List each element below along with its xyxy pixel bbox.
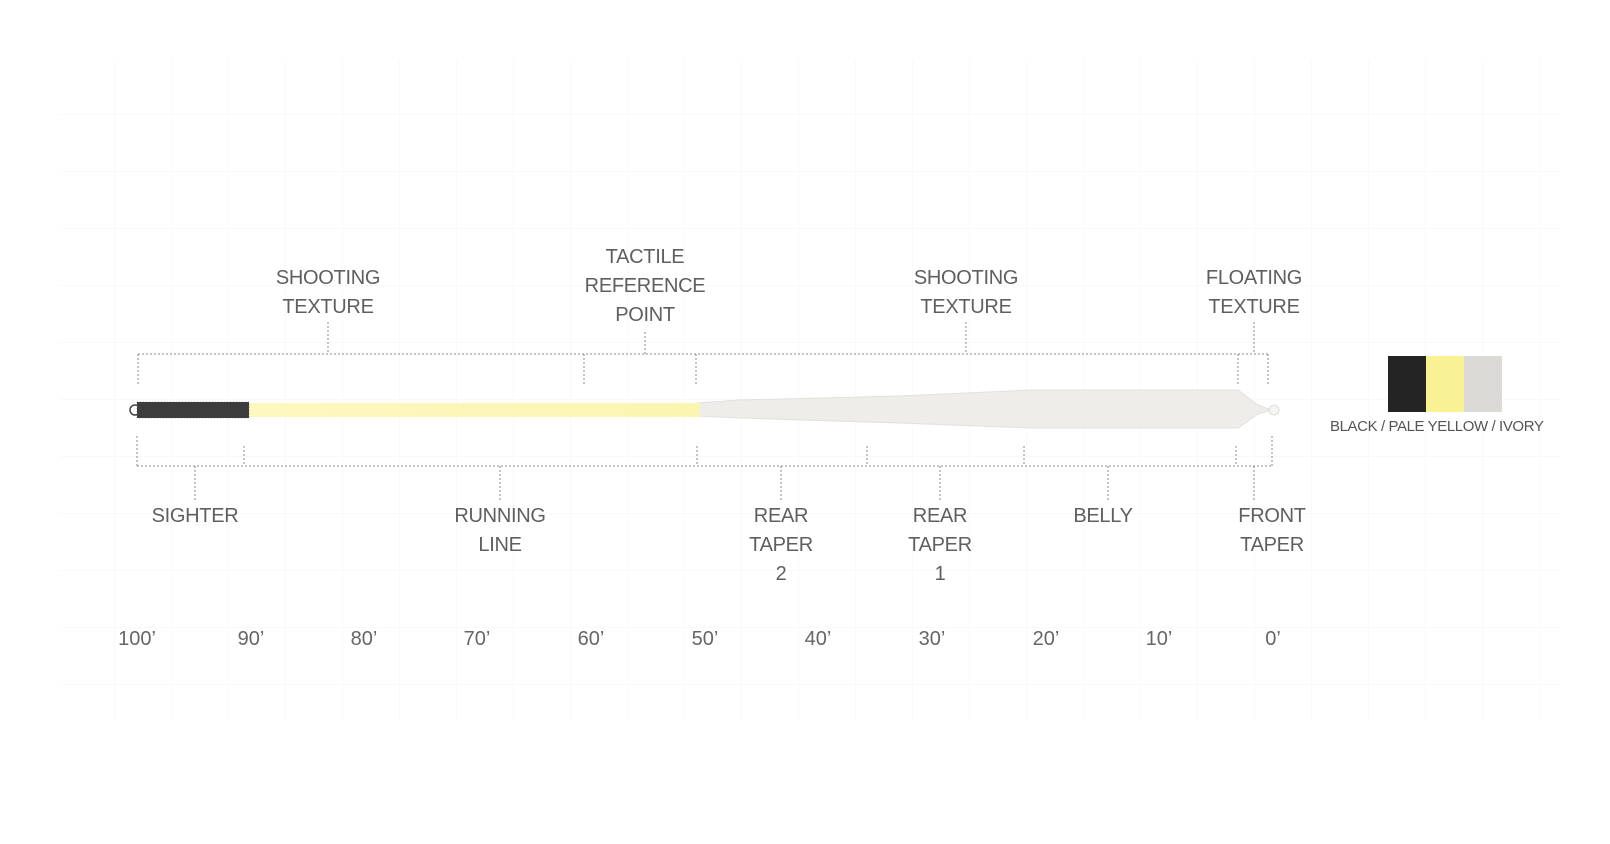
swatch-black — [1388, 356, 1426, 412]
color-legend-text: BLACK / PALE YELLOW / IVORY — [1330, 418, 1544, 435]
scale-tick: 80’ — [350, 628, 378, 650]
label-tactile-reference-point: TACTILE REFERENCE POINT — [584, 246, 706, 326]
label-running-line: RUNNING LINE — [454, 505, 546, 556]
scale-tick: 50’ — [691, 628, 719, 650]
label-rear-taper-1: REAR TAPER 1 — [908, 505, 972, 585]
swatch-pale-yellow — [1426, 356, 1464, 412]
running-line-section — [248, 403, 700, 417]
sighter-texture — [136, 401, 250, 419]
label-sighter: SIGHTER — [151, 505, 239, 527]
color-swatches — [1388, 356, 1502, 412]
scale-tick: 60’ — [577, 628, 605, 650]
scale-tick: 30’ — [918, 628, 946, 650]
label-floating-texture: FLOATING TEXTURE — [1205, 267, 1303, 318]
scale-tick: 20’ — [1032, 628, 1060, 650]
label-shooting-texture-left: SHOOTING TEXTURE — [275, 267, 381, 318]
scale-tick: 0’ — [1265, 628, 1281, 650]
front-loop-icon — [1268, 404, 1280, 416]
welded-loop-icon — [129, 404, 141, 416]
label-front-taper: FRONT TAPER — [1238, 505, 1306, 556]
background-grid — [60, 60, 1560, 720]
bottom-bracket — [136, 436, 1273, 500]
scale-tick: 90’ — [237, 628, 265, 650]
scale-tick: 70’ — [463, 628, 491, 650]
label-belly: BELLY — [1073, 505, 1133, 527]
scale-tick: 40’ — [804, 628, 832, 650]
sighter-section — [137, 402, 249, 418]
scale-tick: 10’ — [1145, 628, 1173, 650]
fly-line — [129, 389, 1280, 429]
top-bracket — [137, 322, 1269, 384]
swatch-ivory — [1464, 356, 1502, 412]
line-head — [696, 389, 1274, 429]
label-shooting-texture-right: SHOOTING TEXTURE — [913, 267, 1019, 318]
scale-tick: 100’ — [118, 628, 156, 650]
label-rear-taper-2: REAR TAPER 2 — [749, 505, 813, 585]
